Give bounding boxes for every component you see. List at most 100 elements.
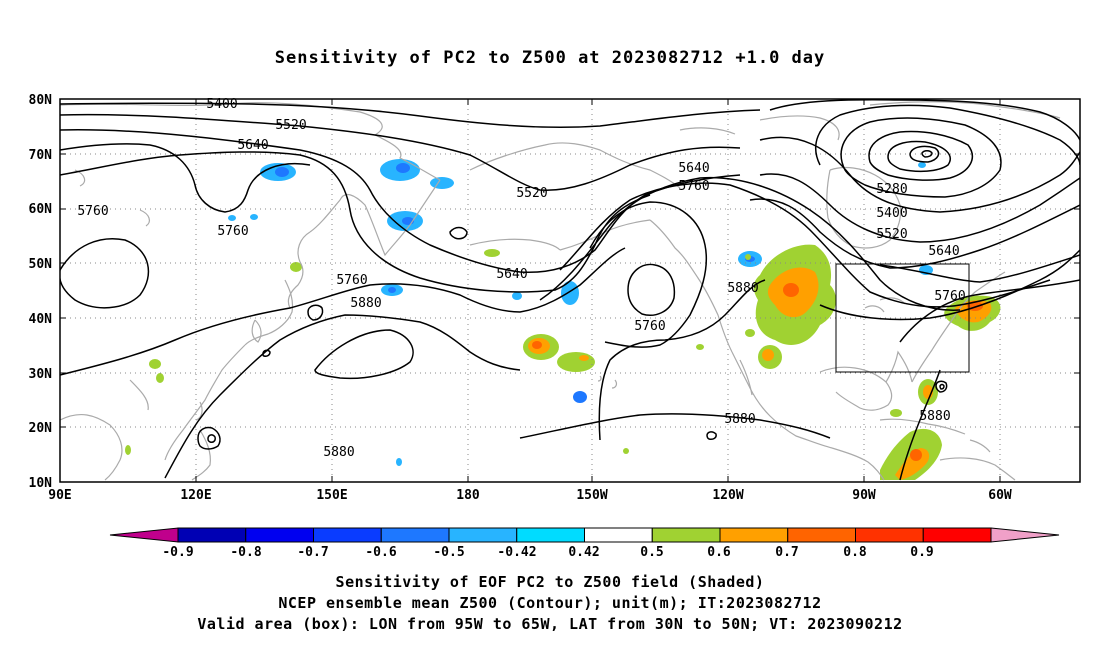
colorbar-arrow-max — [990, 527, 1060, 543]
negative-patch — [396, 163, 410, 173]
contour-label: 5520 — [275, 118, 306, 133]
contour-label: 5760 — [934, 289, 965, 304]
contour-label: 5640 — [928, 244, 959, 259]
colorbar-label: -0.7 — [297, 545, 328, 560]
lon-label: 150E — [316, 488, 347, 503]
colorbar-segment — [922, 527, 992, 543]
colorbar-label: 0.9 — [910, 545, 933, 560]
contour-label: 5520 — [516, 186, 547, 201]
lat-label: 10N — [29, 476, 53, 491]
positive-patch — [890, 409, 902, 417]
contour-line — [887, 140, 951, 173]
contour-line — [197, 426, 221, 450]
contour-label: 5880 — [727, 281, 758, 296]
negative-patch — [228, 215, 236, 221]
colorbar-segment — [584, 527, 653, 543]
colorbar-label: -0.5 — [433, 545, 464, 560]
colorbar-segment — [787, 527, 856, 543]
contour-line — [909, 145, 940, 163]
lat-label: 80N — [29, 93, 53, 108]
contour-line — [819, 249, 1080, 321]
contour-label: 5400 — [876, 206, 907, 221]
contour-line — [879, 254, 1080, 283]
caption-line-3: Valid area (box): LON from 95W to 65W, L… — [197, 615, 903, 633]
contour-line — [769, 99, 1080, 141]
latitude-labels: 80N 70N 60N 50N 40N 30N 20N 10N — [29, 93, 53, 491]
colorbar-label: 0.6 — [707, 545, 731, 560]
positive-patch — [156, 373, 164, 383]
colorbar-segment — [516, 527, 585, 543]
lon-label: 120W — [712, 488, 743, 503]
lon-label: 90E — [48, 488, 71, 503]
lat-label: 50N — [29, 257, 53, 272]
colorbar-arrow-min — [109, 527, 179, 543]
lat-label: 60N — [29, 202, 53, 217]
contour-label: 5880 — [323, 445, 354, 460]
lon-label: 120E — [180, 488, 211, 503]
axis-ticks — [59, 98, 1080, 483]
contour-label: 5640 — [678, 161, 709, 176]
contour-line — [60, 151, 651, 293]
contour-line — [598, 279, 766, 441]
contour-line — [921, 150, 933, 158]
lon-label: 60W — [988, 488, 1012, 503]
contour-line — [559, 182, 1051, 308]
colorbar-labels: -0.9 -0.8 -0.7 -0.6 -0.5 -0.42 0.42 0.5 … — [162, 545, 933, 560]
colorbar-segment — [177, 527, 247, 543]
contour-line — [706, 431, 717, 440]
colorbar-label: -0.6 — [365, 545, 396, 560]
negative-patch — [275, 167, 289, 177]
contour-line — [868, 130, 973, 181]
contour-line — [749, 198, 1080, 269]
negative-patch — [512, 292, 522, 300]
caption-line-2: NCEP ensemble mean Z500 (Contour); unit(… — [278, 594, 822, 612]
contour-line — [939, 383, 945, 390]
lon-label: 180 — [456, 488, 480, 503]
contour-line — [60, 143, 311, 213]
positive-patch — [745, 329, 755, 337]
colorbar-label: -0.42 — [497, 545, 536, 560]
contour-line — [935, 380, 948, 393]
positive-patch — [783, 283, 799, 297]
contour-line — [60, 247, 626, 376]
contour-line — [449, 226, 468, 240]
colorbar-label: -0.8 — [230, 545, 261, 560]
contour-label: 5400 — [206, 97, 237, 112]
negative-patch — [573, 391, 587, 403]
contour-line — [519, 413, 831, 439]
map-frame — [59, 98, 1081, 483]
negative-patch — [250, 214, 258, 220]
contour-label: 5760 — [217, 224, 248, 239]
lat-label: 70N — [29, 148, 53, 163]
colorbar-label: 0.7 — [775, 545, 798, 560]
contour-label: 5760 — [77, 204, 108, 219]
contour-label: 5760 — [678, 179, 709, 194]
positive-patch — [149, 359, 161, 369]
contour-label: 5760 — [634, 319, 665, 334]
contour-line — [60, 102, 761, 129]
colorbar-segment — [651, 527, 721, 543]
lon-label: 150W — [576, 488, 607, 503]
lat-label: 20N — [29, 421, 53, 436]
contour-line — [164, 314, 521, 479]
contour-label: 5520 — [876, 227, 907, 242]
lon-label: 90W — [852, 488, 876, 503]
coastlines — [60, 101, 1061, 481]
contour-label: 5760 — [336, 273, 367, 288]
contour-label: 5280 — [876, 182, 907, 197]
contour-line — [589, 201, 708, 348]
figure-caption: Sensitivity of EOF PC2 to Z500 field (Sh… — [0, 572, 1100, 635]
sensitivity-shading — [125, 159, 1001, 480]
lat-label: 30N — [29, 367, 53, 382]
contour-line — [262, 349, 271, 357]
colorbar-segment — [855, 527, 924, 543]
colorbar-label: 0.42 — [568, 545, 599, 560]
lat-label: 40N — [29, 312, 53, 327]
positive-patch — [623, 448, 629, 454]
colorbar-segment — [313, 527, 382, 543]
contour-label: 5640 — [496, 267, 527, 282]
contour-line — [60, 238, 150, 309]
contour-label: 5880 — [350, 296, 381, 311]
positive-patch — [557, 352, 595, 372]
contour-line — [60, 113, 741, 191]
